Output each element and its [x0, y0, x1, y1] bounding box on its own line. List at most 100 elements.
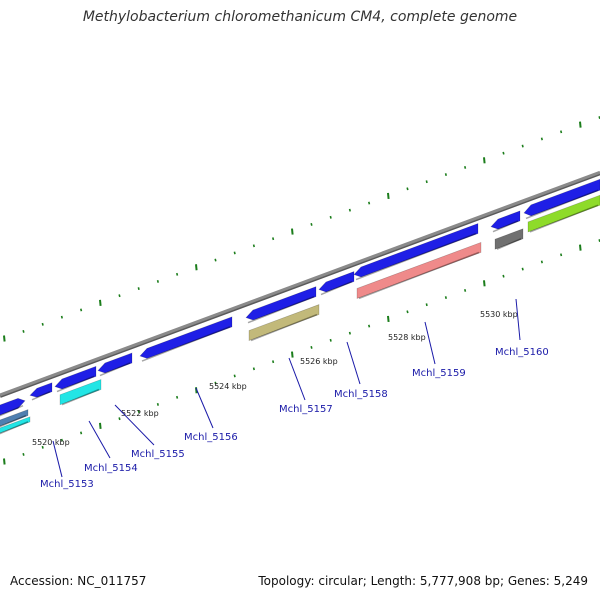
- inner-tick-mark: [156, 403, 159, 406]
- cds-feature-edge: [247, 295, 315, 324]
- kbp-tick-label: 5520 kbp: [32, 438, 70, 447]
- outer-tick-mark: [3, 335, 6, 342]
- inner-tick-mark: [464, 288, 467, 292]
- gene-label: Mchl_5155: [131, 449, 185, 460]
- outer-tick-mark: [41, 322, 44, 326]
- cds-feature-khaki-edge: [250, 313, 318, 342]
- outer-tick-mark: [137, 287, 140, 291]
- outer-tick-mark: [464, 165, 467, 169]
- outer-tick-mark: [406, 187, 409, 191]
- outer-tick-mark: [99, 299, 102, 306]
- gene-label: Mchl_5160: [495, 347, 549, 358]
- outer-tick-mark: [387, 192, 390, 200]
- outer-tick-mark: [176, 272, 179, 276]
- outer-tick-mark: [560, 130, 563, 134]
- inner-tick-mark: [348, 331, 351, 335]
- outer-tick-mark: [310, 223, 313, 226]
- kbp-tick-label: 5522 kbp: [121, 409, 159, 418]
- inner-tick-mark: [99, 422, 102, 429]
- outer-tick-mark: [195, 264, 198, 271]
- inner-tick-mark: [387, 315, 390, 323]
- cds-feature-cyan: [0, 416, 31, 434]
- genome-backbone: [0, 170, 600, 397]
- outer-tick-mark: [483, 157, 486, 164]
- inner-tick-mark: [252, 367, 255, 371]
- cds-feature-gray-edge: [496, 238, 522, 250]
- gene-leader-line: [52, 440, 63, 478]
- gene-label: Mchl_5153: [40, 479, 94, 490]
- cds-feature-edge: [525, 189, 599, 220]
- outer-tick-mark: [444, 173, 447, 176]
- inner-tick-mark: [80, 431, 83, 435]
- cds-feature-lime-edge: [529, 204, 599, 233]
- inner-tick-mark: [483, 280, 486, 287]
- cds-feature: [523, 178, 600, 217]
- gene-label: Mchl_5158: [334, 389, 388, 400]
- kbp-tick-label: 5530 kbp: [480, 310, 518, 319]
- cds-feature-steelblue: [0, 409, 29, 427]
- inner-tick-mark: [233, 374, 236, 378]
- outer-tick-mark: [329, 215, 332, 219]
- kbp-tick-label: 5524 kbp: [209, 382, 247, 391]
- cds-feature-edge: [141, 326, 231, 362]
- outer-tick-mark: [22, 329, 25, 333]
- outer-tick-mark: [540, 137, 543, 141]
- cds-feature-cyan: [59, 379, 102, 406]
- cds-feature: [353, 223, 479, 278]
- gene-leader-line: [114, 404, 155, 446]
- gene-leader-line: [424, 321, 436, 365]
- gene-label: Mchl_5156: [184, 432, 238, 443]
- cds-feature: [490, 210, 521, 230]
- outer-tick-mark: [272, 237, 275, 241]
- cds-feature-cyan-edge: [61, 388, 100, 406]
- inner-tick-mark: [137, 410, 140, 414]
- inner-tick-mark: [214, 381, 217, 385]
- inner-tick-mark: [118, 417, 121, 421]
- cds-feature: [29, 382, 53, 398]
- kbp-tick-label: 5526 kbp: [300, 357, 338, 366]
- inner-tick-mark: [368, 324, 371, 328]
- inner-tick-mark: [560, 253, 563, 257]
- cds-feature: [54, 365, 97, 390]
- gene-leader-line: [88, 420, 111, 459]
- cds-feature-salmon: [356, 241, 482, 299]
- outer-tick-mark: [521, 144, 524, 148]
- outer-tick-mark: [368, 201, 371, 205]
- outer-tick-mark: [579, 121, 582, 128]
- outer-tick-mark: [60, 315, 63, 319]
- inner-tick-mark: [41, 445, 44, 449]
- outer-tick-mark: [502, 151, 505, 155]
- outer-tick-mark: [291, 228, 294, 235]
- outer-tick-mark: [118, 294, 121, 298]
- cds-feature-edge: [320, 280, 353, 296]
- cds-feature-steelblue-edge: [0, 414, 27, 428]
- inner-tick-mark: [444, 296, 447, 299]
- inner-tick-mark: [291, 351, 294, 358]
- cds-feature: [97, 352, 133, 374]
- accession-text: Accession: NC_011757: [10, 574, 147, 588]
- inner-tick-mark: [425, 303, 428, 307]
- inner-tick-mark: [310, 346, 313, 349]
- cds-feature-gray: [494, 228, 524, 250]
- outer-tick-mark: [348, 208, 351, 212]
- outer-tick-mark: [425, 180, 428, 184]
- inner-tick-mark: [579, 244, 582, 251]
- inner-tick-mark: [60, 438, 63, 442]
- gene-label: Mchl_5159: [412, 368, 466, 379]
- inner-tick-mark: [176, 395, 179, 399]
- inner-tick-mark: [540, 260, 543, 264]
- cds-feature-salmon-edge: [358, 251, 480, 300]
- inner-tick-mark: [329, 338, 332, 342]
- cds-feature-edge: [492, 220, 519, 233]
- inner-tick-mark: [502, 274, 505, 278]
- cds-feature: [0, 397, 26, 416]
- cds-feature: [245, 286, 317, 321]
- cds-feature-khaki: [248, 304, 320, 341]
- cds-feature-edge: [99, 362, 131, 377]
- gene-label: Mchl_5154: [84, 463, 138, 474]
- inner-tick-mark: [22, 452, 25, 456]
- outer-tick-mark: [214, 258, 217, 262]
- gene-label: Mchl_5157: [279, 404, 333, 415]
- map-title: Methylobacterium chloromethanicum CM4, c…: [82, 9, 518, 25]
- outer-tick-mark: [156, 280, 159, 283]
